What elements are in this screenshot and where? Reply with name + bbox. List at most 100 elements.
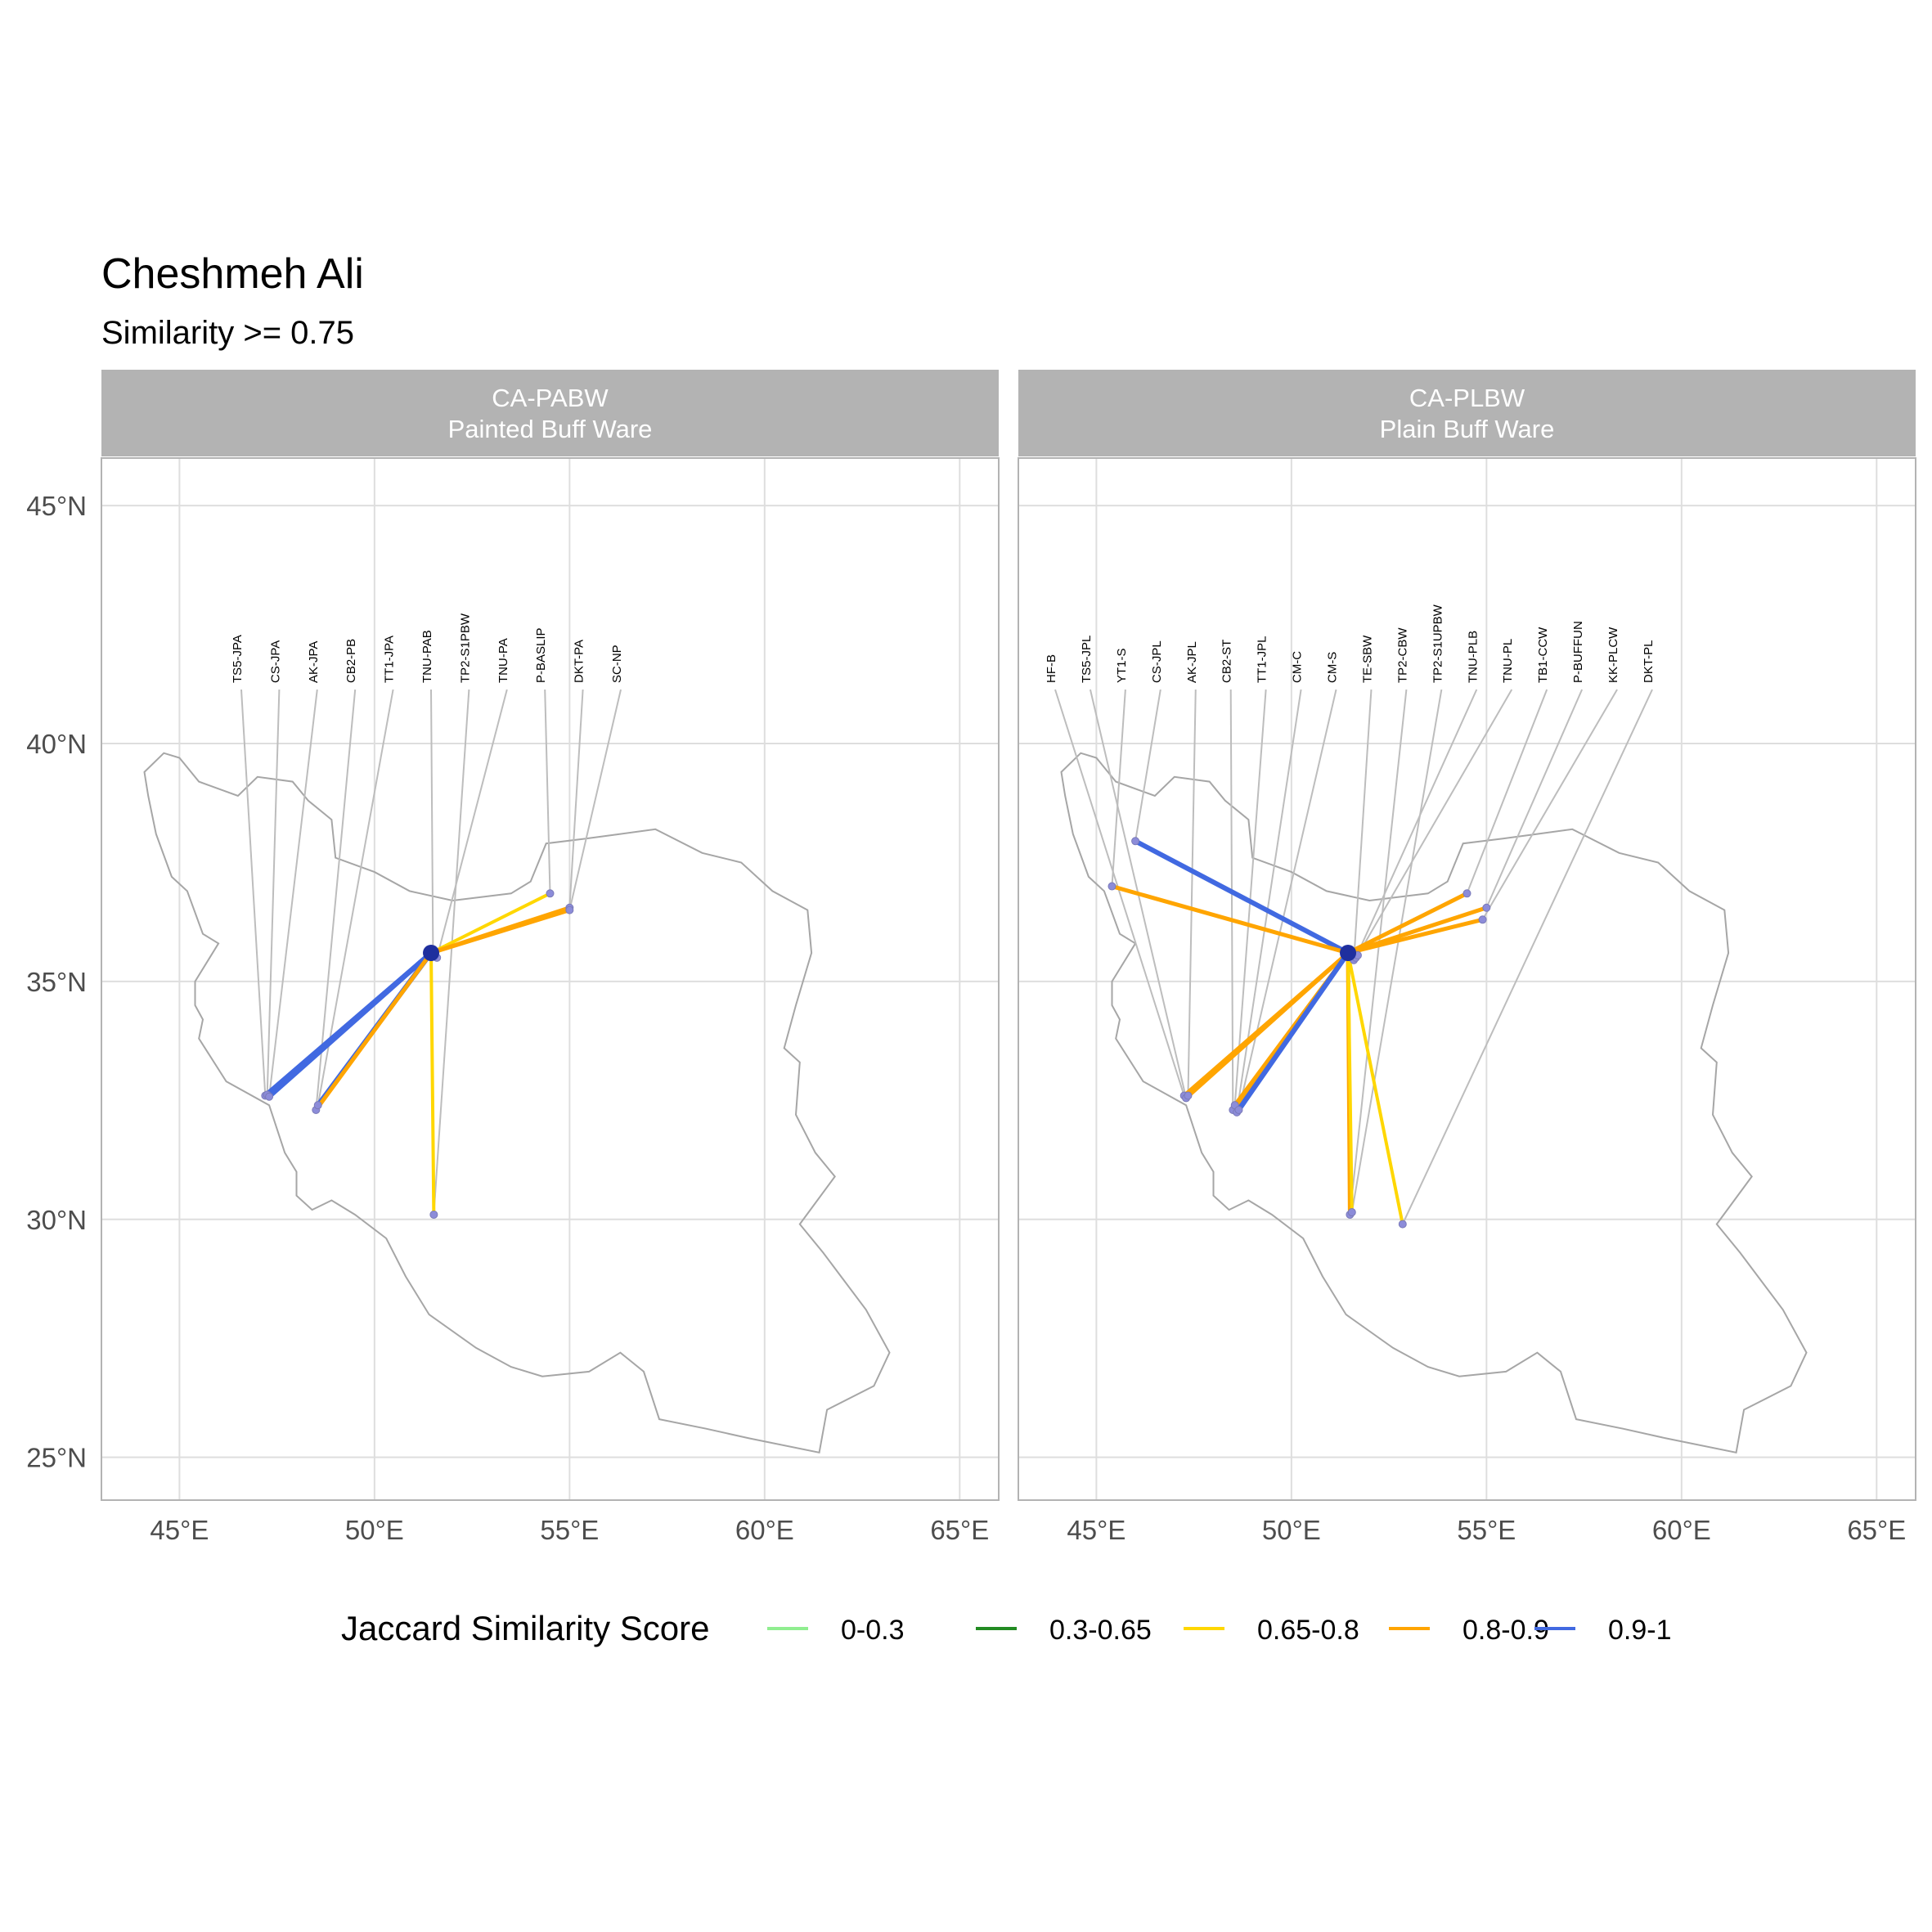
site-label: AK-JPL	[1185, 641, 1199, 683]
site-label: TS5-JPA	[231, 635, 245, 683]
site-label: TNU-PAB	[420, 630, 434, 683]
legend-label: 0.65-0.8	[1257, 1615, 1359, 1646]
site-label: TP2-CBW	[1395, 627, 1409, 683]
leader-line	[544, 689, 551, 894]
similarity-link	[429, 908, 572, 955]
y-tick-label: 25°N	[26, 1443, 87, 1473]
chart-subtitle: Similarity >= 0.75	[101, 315, 354, 351]
site-label: CS-JPL	[1150, 640, 1164, 683]
x-tick-label: 65°E	[930, 1515, 989, 1545]
leader-line	[1134, 689, 1161, 842]
leader-line	[568, 689, 584, 908]
site-point	[546, 889, 555, 898]
site-label: TS5-JPL	[1080, 636, 1094, 683]
site-label: YT1-S	[1115, 648, 1129, 683]
leader-line	[1111, 689, 1126, 887]
leader-line	[568, 689, 622, 910]
site-label: CM-C	[1291, 651, 1305, 683]
leader-line	[1238, 689, 1337, 1111]
site-label: TB1-CCW	[1536, 627, 1550, 683]
site-label: P-BASLIP	[534, 627, 548, 683]
site-label: TNU-PL	[1501, 639, 1515, 683]
site-label: TNU-PA	[496, 638, 510, 683]
leader-line	[240, 689, 267, 1096]
leader-line	[1229, 689, 1234, 1110]
origin-point	[423, 945, 440, 962]
panel-1: CA-PABW Painted Buff Ware 45°E 50°E 55°E 60°E…	[26, 370, 1000, 1545]
leader-line	[1353, 689, 1373, 960]
site-label: TP2-S1PBW	[458, 613, 472, 683]
strip-code: CA-PLBW	[1409, 384, 1525, 412]
leader-line	[430, 689, 434, 954]
site-label: TE-SBW	[1360, 635, 1374, 683]
legend: Jaccard Similarity Score 0-0.3 0.3-0.65 0.…	[341, 1609, 1672, 1647]
x-tick-label: 65°E	[1847, 1515, 1906, 1545]
site-label: DKT-PA	[573, 640, 586, 683]
site-label: TNU-PLB	[1466, 631, 1480, 683]
site-label: CS-JPA	[268, 640, 282, 683]
site-label: TP2-S1UPBW	[1431, 604, 1445, 683]
x-tick-label: 55°E	[1457, 1515, 1516, 1545]
site-label: KK-PLCW	[1606, 627, 1620, 683]
leader-line	[1355, 689, 1478, 959]
site-label: HF-B	[1045, 654, 1058, 683]
site-point	[1462, 889, 1471, 898]
leader-line	[1481, 689, 1618, 920]
site-label: TT1-JPA	[383, 636, 397, 683]
site-point	[1108, 882, 1117, 891]
site-point	[1184, 1091, 1193, 1100]
panels: CA-PABW Painted Buff Ware 45°E 50°E 55°E 60°E…	[26, 370, 1916, 1545]
site-label: P-BUFFUN	[1571, 621, 1585, 683]
x-tick-label: 60°E	[1652, 1515, 1711, 1545]
leader-line	[433, 689, 470, 1215]
similarity-link	[1236, 950, 1351, 1112]
similarity-link	[1109, 884, 1350, 955]
leader-line	[315, 689, 357, 1111]
country-outline	[1060, 752, 1808, 1453]
site-point	[313, 1101, 322, 1110]
panel-strip	[101, 370, 999, 456]
similarity-link	[1346, 891, 1469, 955]
site-point	[1482, 903, 1491, 912]
legend-title: Jaccard Similarity Score	[341, 1609, 709, 1647]
site-point	[565, 905, 574, 914]
strip-code: CA-PABW	[492, 384, 609, 412]
leader-line	[1349, 689, 1408, 1215]
leader-line	[1233, 689, 1267, 1106]
panel-border	[101, 457, 1000, 1501]
y-tick-label: 40°N	[26, 729, 87, 759]
panel-border	[1018, 457, 1916, 1501]
x-tick-label: 45°E	[150, 1515, 209, 1545]
site-point	[1398, 1220, 1407, 1229]
leader-line	[268, 689, 318, 1097]
similarity-link	[1185, 950, 1350, 1099]
strip-name: Plain Buff Ware	[1380, 415, 1555, 443]
leader-line	[1485, 689, 1584, 909]
x-tick-label: 50°E	[1262, 1515, 1321, 1545]
chart-title: Cheshmeh Ali	[101, 250, 364, 298]
similarity-link	[1346, 917, 1485, 955]
site-point	[1234, 1105, 1243, 1114]
site-point	[1131, 837, 1140, 846]
x-tick-label: 50°E	[345, 1515, 404, 1545]
legend-label: 0.9-1	[1608, 1615, 1672, 1646]
site-point	[429, 1210, 438, 1219]
country-outline	[143, 752, 891, 1453]
strip-name: Painted Buff Ware	[448, 415, 653, 443]
origin-point	[1340, 945, 1357, 962]
similarity-link	[267, 950, 434, 1099]
x-tick-label: 55°E	[540, 1515, 599, 1545]
site-label: CB2-PB	[344, 639, 358, 683]
panel-strip	[1018, 370, 1916, 456]
site-label: DKT-PL	[1642, 640, 1656, 683]
site-label: TT1-JPL	[1256, 636, 1269, 683]
site-label: AK-JPA	[307, 641, 321, 683]
x-tick-label: 60°E	[735, 1515, 794, 1545]
leader-line	[1187, 689, 1197, 1096]
site-point	[1347, 1208, 1356, 1217]
legend-label: 0-0.3	[841, 1615, 905, 1646]
leader-line	[317, 689, 394, 1106]
y-tick-label: 30°N	[26, 1205, 87, 1235]
y-tick-label: 45°N	[26, 491, 87, 521]
